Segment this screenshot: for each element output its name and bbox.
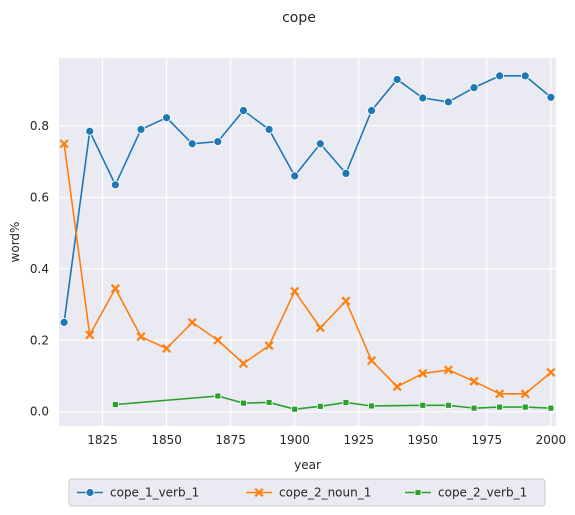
- data-point: [367, 106, 376, 115]
- data-point: [469, 376, 479, 386]
- data-point: [315, 139, 325, 149]
- data-point: [392, 75, 402, 84]
- data-point: [495, 389, 505, 399]
- series-layer: [59, 71, 556, 413]
- series-line: [63, 75, 552, 323]
- y-tick-label: 0.8: [30, 119, 49, 133]
- legend-marker: [254, 487, 264, 498]
- data-point: [85, 126, 95, 136]
- data-point: [419, 401, 427, 409]
- data-point: [162, 113, 171, 123]
- data-point: [213, 137, 223, 147]
- data-point: [290, 286, 300, 296]
- data-point: [111, 401, 119, 408]
- series-cope_2_verb_1: [111, 392, 555, 413]
- x-tick-label: 1850: [151, 433, 182, 447]
- data-point: [342, 399, 350, 406]
- data-point: [496, 403, 504, 411]
- data-point: [110, 283, 120, 294]
- data-point: [59, 139, 69, 149]
- series-cope_1_verb_1: [59, 71, 556, 327]
- series-cope_2_noun_1: [59, 139, 556, 399]
- series-line: [63, 143, 552, 395]
- data-point: [316, 402, 324, 410]
- legend-item: cope_2_verb_1: [405, 486, 527, 500]
- data-point: [547, 404, 555, 412]
- y-tick-label: 0.2: [30, 333, 49, 347]
- legend-marker: [85, 488, 95, 497]
- legend-item: cope_2_noun_1: [246, 486, 371, 500]
- data-point: [162, 343, 172, 354]
- data-point: [444, 97, 453, 107]
- chart-title: cope: [282, 10, 316, 26]
- data-point: [366, 356, 377, 366]
- legend-frame: [68, 478, 546, 507]
- data-point: [443, 365, 453, 375]
- data-point: [315, 323, 325, 333]
- y-tick-label: 0.0: [30, 405, 49, 419]
- data-point: [521, 403, 529, 411]
- x-tick-label: 1825: [87, 433, 118, 447]
- data-point: [341, 169, 351, 178]
- data-point: [264, 341, 274, 351]
- data-point: [214, 392, 222, 400]
- data-point: [110, 180, 120, 190]
- data-point: [187, 317, 197, 327]
- legend-item: cope_1_verb_1: [77, 486, 199, 500]
- data-point: [418, 93, 428, 103]
- data-point: [546, 92, 556, 102]
- data-point: [59, 317, 69, 327]
- plot-area: [59, 58, 556, 426]
- x-tick-label: 1900: [279, 433, 310, 447]
- legend: cope_1_verb_1 cope_2_noun_1 cope_2_verb_1: [68, 478, 546, 507]
- x-tick-label: 1925: [343, 433, 374, 447]
- data-point: [136, 332, 146, 342]
- data-point: [290, 171, 300, 181]
- data-point: [213, 335, 223, 345]
- series-line: [115, 395, 551, 411]
- y-tick-label: 0.6: [30, 190, 49, 204]
- legend-label: cope_2_noun_1: [279, 486, 371, 500]
- y-axis-label: word%: [8, 222, 22, 263]
- data-point: [265, 399, 273, 406]
- legend-label: cope_1_verb_1: [110, 486, 199, 500]
- legend-items: cope_1_verb_1 cope_2_noun_1 cope_2_verb_1: [77, 486, 527, 500]
- data-point: [136, 125, 146, 134]
- x-tick-label: 2000: [536, 433, 567, 447]
- data-point: [469, 83, 479, 93]
- data-point: [546, 367, 556, 377]
- data-point: [240, 399, 247, 407]
- grid: [59, 58, 556, 426]
- data-point: [445, 401, 452, 409]
- x-tick-label: 1875: [215, 433, 246, 447]
- data-point: [85, 330, 95, 340]
- legend-label: cope_2_verb_1: [438, 486, 527, 500]
- data-point: [418, 368, 428, 379]
- data-point: [392, 382, 402, 392]
- x-axis-label: year: [294, 458, 321, 472]
- data-point: [187, 139, 197, 149]
- tick-labels: 1825 1850 1875 1900 1925 1950 1975 2000 0.0 0.2 0.…: [30, 119, 566, 447]
- data-point: [239, 106, 248, 115]
- data-point: [495, 71, 505, 81]
- data-point: [520, 389, 530, 399]
- legend-marker: [414, 489, 422, 496]
- data-point: [368, 402, 375, 410]
- data-point: [238, 358, 249, 369]
- x-tick-label: 1975: [472, 433, 503, 447]
- data-point: [470, 404, 478, 412]
- data-point: [520, 71, 530, 81]
- data-point: [291, 405, 299, 413]
- data-point: [341, 296, 351, 306]
- x-tick-label: 1950: [408, 433, 439, 447]
- y-tick-label: 0.4: [30, 262, 49, 276]
- data-point: [264, 125, 274, 134]
